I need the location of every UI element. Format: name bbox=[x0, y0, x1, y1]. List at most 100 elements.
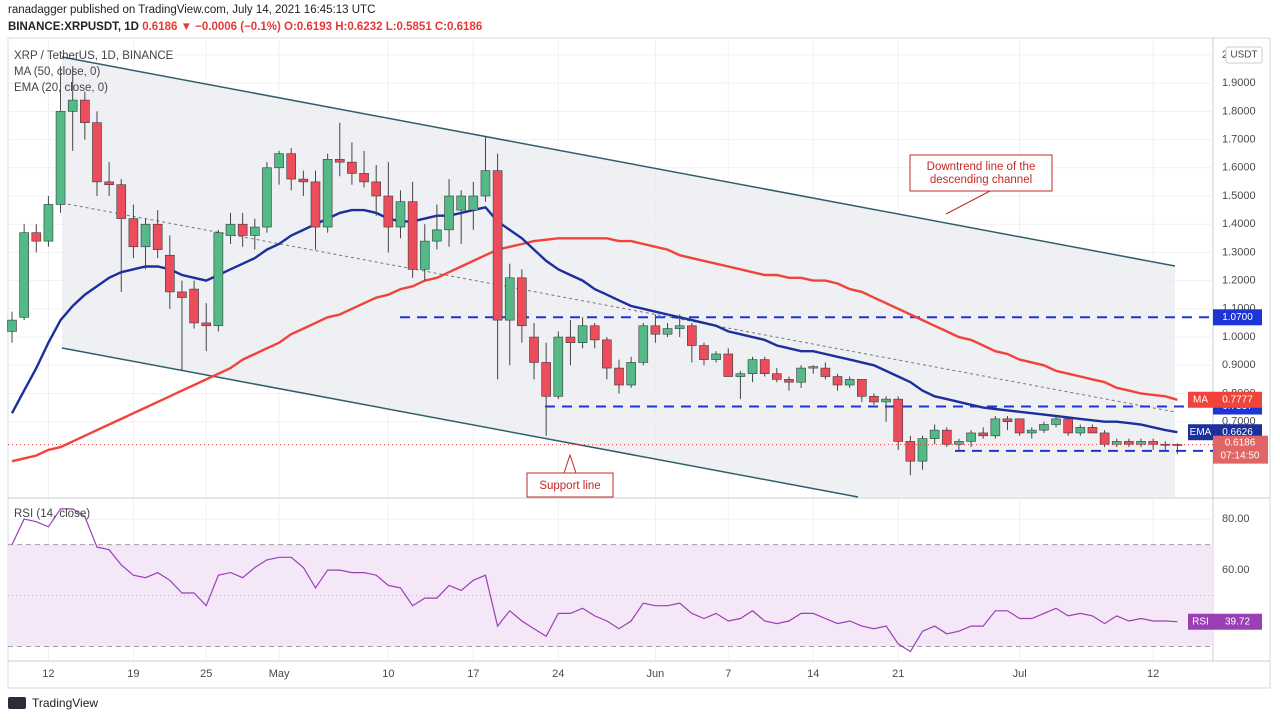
x-tick-label: 25 bbox=[200, 668, 212, 680]
candle-body bbox=[735, 373, 746, 377]
candle-body bbox=[116, 184, 127, 219]
x-tick-label: 14 bbox=[807, 668, 819, 680]
candle-body bbox=[359, 173, 369, 183]
candle-body bbox=[881, 398, 891, 403]
candle-body bbox=[954, 441, 964, 445]
price: 0.6186 bbox=[142, 21, 177, 33]
x-tick-label: 19 bbox=[127, 668, 139, 680]
legend-title: XRP / TetherUS, 1D, BINANCE bbox=[14, 50, 174, 62]
series-tag-box bbox=[1188, 424, 1213, 441]
candle-body bbox=[67, 99, 78, 112]
callout-text: Downtrend line of the bbox=[927, 161, 1036, 173]
series-tag: RSI bbox=[1192, 616, 1209, 627]
y-tick-label: 80.00 bbox=[1222, 513, 1250, 525]
candle-body bbox=[322, 159, 333, 228]
candle-body bbox=[1026, 429, 1037, 434]
candle-body bbox=[456, 195, 466, 211]
candle-body bbox=[747, 359, 758, 375]
symbol: BINANCE:XRPUSDT, 1D bbox=[8, 21, 139, 33]
candle-body bbox=[250, 226, 260, 236]
candle-body bbox=[820, 367, 831, 377]
level-label-box bbox=[1213, 309, 1262, 326]
axis-labels: 2 1.9000 1.8000 1.7000 1.6000 1.5000 1.4000 1.3… bbox=[42, 49, 1268, 680]
callout-text: descending channel bbox=[930, 174, 1032, 186]
candle-body bbox=[650, 325, 661, 335]
x-tick-label: 24 bbox=[552, 668, 564, 680]
candle-body bbox=[286, 153, 297, 180]
candle-body bbox=[31, 232, 42, 242]
candle-body bbox=[638, 325, 649, 363]
candle-body bbox=[492, 170, 503, 321]
candle-body bbox=[444, 195, 454, 231]
y-tick-label: 1.3000 bbox=[1222, 246, 1256, 258]
publisher: ranadagger published on TradingView.com,… bbox=[8, 4, 375, 16]
candle-body bbox=[177, 291, 187, 298]
callout-arrow bbox=[945, 190, 991, 215]
candle-body bbox=[419, 240, 430, 270]
candle-body bbox=[432, 229, 442, 242]
callout-arrow bbox=[563, 453, 577, 474]
candle-body bbox=[7, 319, 17, 332]
candle-body bbox=[92, 122, 102, 183]
channel-upper bbox=[61, 56, 1176, 267]
trend-line bbox=[61, 202, 1176, 413]
candle-body bbox=[104, 181, 114, 186]
candle-body bbox=[347, 161, 357, 174]
series-tag-box bbox=[1188, 391, 1213, 408]
symbol-line: BINANCE:XRPUSDT, 1D 0.6186 ▼ −0.0006 (−0… bbox=[8, 21, 482, 33]
candle-body bbox=[699, 345, 709, 360]
candle-body bbox=[978, 432, 989, 437]
candle-body bbox=[1148, 441, 1158, 445]
candle-body bbox=[480, 170, 491, 197]
candle-body bbox=[577, 325, 588, 343]
candle-body bbox=[152, 223, 163, 250]
y-tick-label: 1.7000 bbox=[1222, 133, 1256, 145]
candle-body bbox=[504, 277, 515, 321]
candle-body bbox=[298, 178, 309, 183]
x-tick-label: 12 bbox=[42, 668, 54, 680]
candle-body bbox=[674, 325, 685, 329]
indicator-line bbox=[10, 205, 1178, 434]
candle-body bbox=[905, 441, 916, 462]
candle-body bbox=[1075, 427, 1086, 434]
candle-body bbox=[43, 204, 54, 242]
series-value: 0.6626 bbox=[1222, 427, 1253, 438]
candle-body bbox=[213, 232, 224, 327]
candle-body bbox=[929, 429, 940, 439]
candle-body bbox=[723, 353, 734, 377]
currency-box bbox=[1225, 46, 1263, 64]
channel-lower bbox=[61, 347, 859, 498]
y-tick-label: 60.00 bbox=[1222, 564, 1250, 576]
series-value-box bbox=[1213, 391, 1262, 408]
legend-entry: MA (50, close, 0) bbox=[14, 66, 100, 78]
candle-body bbox=[1051, 418, 1061, 425]
candle-body bbox=[602, 339, 612, 369]
candle-body bbox=[662, 328, 673, 335]
callout-box bbox=[909, 154, 1053, 192]
candle-body bbox=[614, 367, 624, 386]
callout-support: Support line bbox=[526, 453, 614, 498]
candle-body bbox=[371, 181, 382, 197]
candle-body bbox=[310, 181, 321, 228]
series-value: 0.7777 bbox=[1222, 394, 1253, 405]
series-tag: EMA bbox=[1190, 427, 1212, 438]
candle-body bbox=[468, 195, 479, 211]
candle-body bbox=[274, 153, 284, 169]
candle-body bbox=[917, 438, 928, 462]
y-tick-label: 1.6000 bbox=[1222, 162, 1256, 174]
x-tick-label: 7 bbox=[725, 668, 731, 680]
callout-downtrend: Downtrend line of the descending channel bbox=[909, 154, 1053, 215]
rsi-title: RSI (14, close) bbox=[14, 508, 90, 520]
candle-body bbox=[201, 322, 212, 327]
candle-body bbox=[1063, 418, 1073, 434]
candle-body bbox=[553, 336, 564, 397]
price-value: 0.6186 bbox=[1225, 437, 1256, 448]
x-tick-label: 17 bbox=[467, 668, 479, 680]
indicator-line bbox=[11, 237, 1178, 463]
candle-body bbox=[856, 379, 867, 397]
candle-body bbox=[687, 325, 697, 346]
candle-body bbox=[1099, 432, 1110, 445]
candle-body bbox=[189, 288, 199, 324]
y-tick-label: 1.0000 bbox=[1222, 331, 1256, 343]
